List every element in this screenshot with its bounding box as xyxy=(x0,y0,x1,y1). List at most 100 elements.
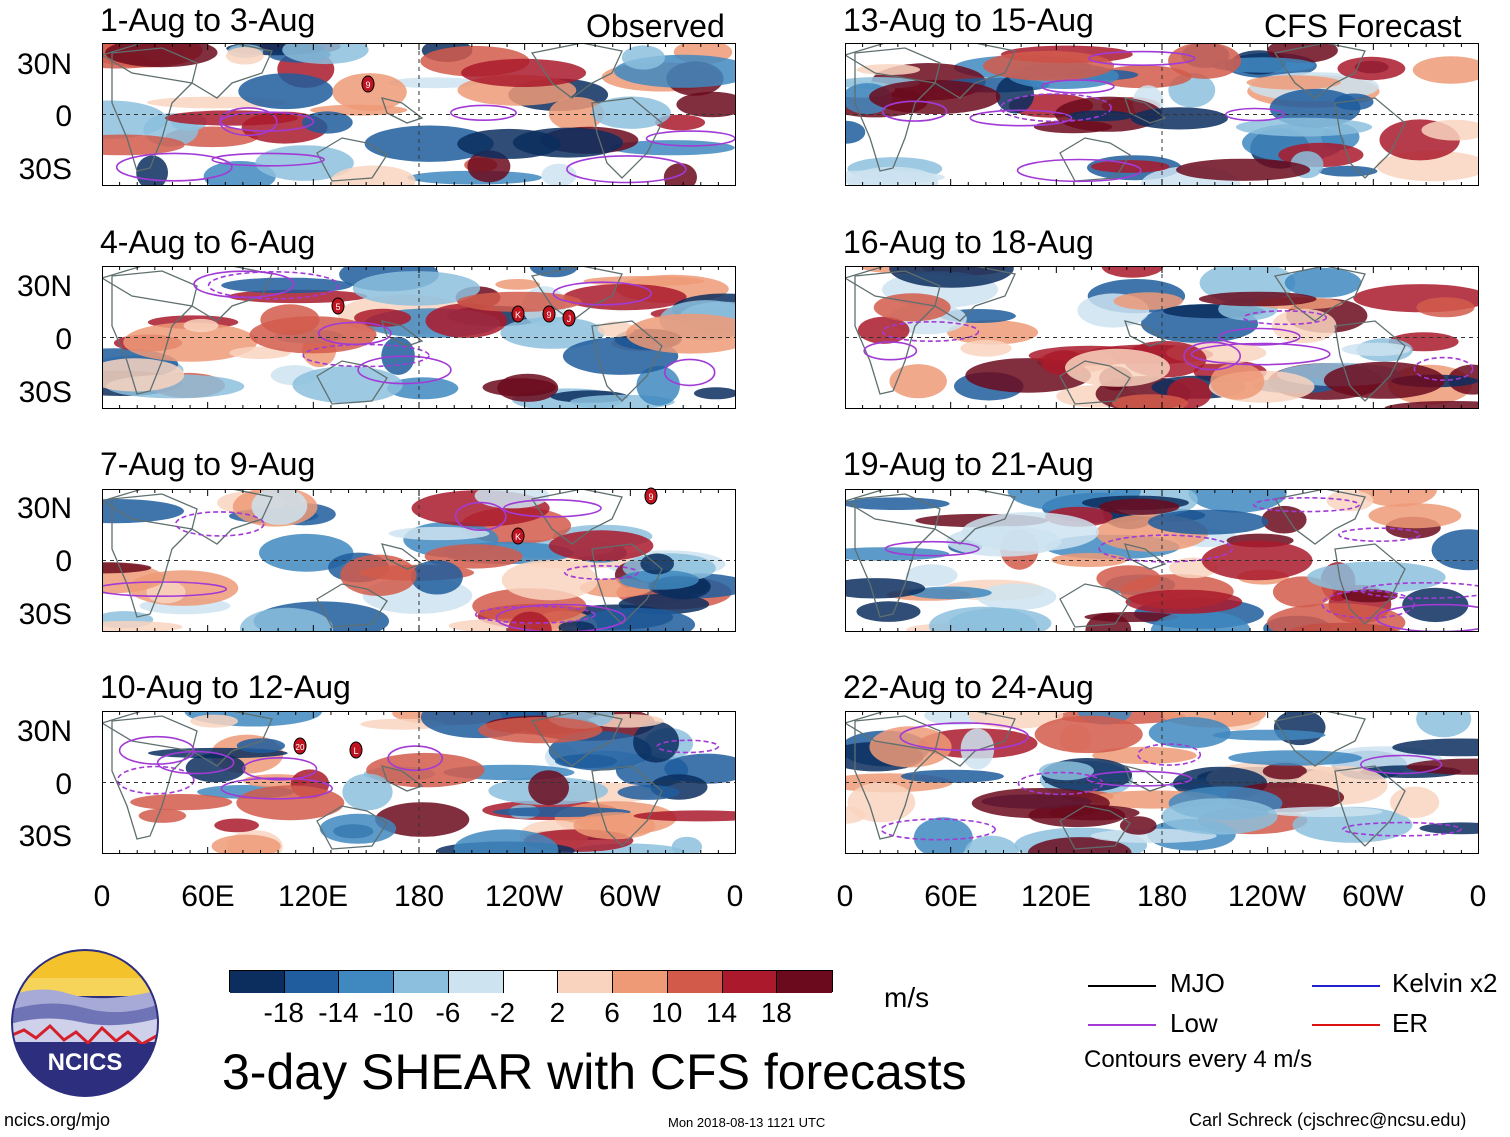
shear-anomaly-blob xyxy=(1337,56,1406,81)
low-frequency-contour xyxy=(1359,754,1443,775)
coastline xyxy=(111,47,198,172)
lat-label-30n: 30N xyxy=(16,48,72,81)
storm-marker: 9 xyxy=(541,304,557,329)
logo-text: NCICS xyxy=(48,1049,123,1076)
low-frequency-contour xyxy=(656,739,720,754)
shear-anomaly-blob xyxy=(1112,394,1189,409)
coastline xyxy=(845,489,1016,545)
colorbar-cell xyxy=(503,971,559,993)
shear-anomaly-blob xyxy=(1130,107,1228,130)
shear-anomaly-blob xyxy=(1148,717,1231,749)
main-title: 3-day SHEAR with CFS forecasts xyxy=(222,1044,967,1100)
shear-anomaly-blob xyxy=(960,340,1012,357)
shear-anomaly-blob xyxy=(190,714,238,728)
shear-map-fc-1 xyxy=(845,43,1479,186)
low-frequency-contour xyxy=(1016,158,1142,183)
storm-marker: K xyxy=(510,526,526,551)
shear-anomaly-blob xyxy=(548,530,654,562)
shear-anomaly-blob xyxy=(183,318,219,333)
low-frequency-contour xyxy=(1190,342,1331,366)
shear-map-obs-4 xyxy=(102,711,736,854)
coastline xyxy=(591,765,663,847)
panel-title-fc-2: 16-Aug to 18-Aug xyxy=(843,224,1094,260)
storm-marker-label: K xyxy=(515,310,521,320)
low-frequency-contour xyxy=(552,281,652,306)
shear-anomaly-blob xyxy=(342,773,393,811)
shear-anomaly-blob xyxy=(1421,119,1479,141)
panel-title-fc-4: 22-Aug to 24-Aug xyxy=(843,669,1094,705)
low-frequency-contour xyxy=(881,320,980,342)
lat-label-30s: 30S xyxy=(18,598,72,631)
low-frequency-contour xyxy=(242,756,318,781)
shear-anomaly-blob xyxy=(908,586,992,600)
legend-line-kelvin xyxy=(1312,985,1380,987)
shear-anomaly-blob xyxy=(1341,589,1398,603)
low-frequency-contour xyxy=(1338,527,1421,543)
shear-anomaly-blob xyxy=(236,738,285,754)
shear-anomaly-blob xyxy=(964,835,1019,854)
storm-marker: L xyxy=(348,740,364,765)
shear-anomaly-blob xyxy=(617,784,680,800)
low-frequency-contour xyxy=(1086,770,1193,787)
shear-anomaly-blob xyxy=(495,279,541,290)
footer-url-link[interactable]: ncics.org/mjo xyxy=(4,1110,111,1130)
low-frequency-contour xyxy=(1137,743,1202,766)
shear-anomaly-blob xyxy=(977,583,1057,611)
shear-anomaly-blob xyxy=(1267,43,1338,63)
shear-anomaly-blob xyxy=(123,322,258,362)
shear-anomaly-blob xyxy=(1198,291,1317,307)
footer-credit: Carl Schreck (cjschrec@ncsu.edu) xyxy=(1189,1110,1467,1130)
shear-anomaly-blob xyxy=(1334,93,1374,111)
panel-title-obs-3: 7-Aug to 9-Aug xyxy=(100,446,316,482)
coastline xyxy=(591,97,663,179)
shear-anomaly-blob xyxy=(482,378,557,397)
lat-label-eq: 0 xyxy=(55,545,72,578)
shear-anomaly-blob xyxy=(102,499,184,524)
lat-label-30n: 30N xyxy=(16,492,72,525)
low-frequency-contour xyxy=(1242,310,1328,326)
colorbar-unit: m/s xyxy=(884,982,930,1013)
shear-anomaly-blob xyxy=(102,562,152,574)
shear-anomaly-blob xyxy=(845,120,866,144)
shear-anomaly-blob xyxy=(1431,529,1479,571)
colorbar-cell xyxy=(722,971,778,993)
lat-label-eq: 0 xyxy=(55,100,72,133)
shear-anomaly-blob xyxy=(633,721,680,763)
shear-anomaly-blob xyxy=(1027,837,1132,854)
panel-title-obs-1: 1-Aug to 3-Aug xyxy=(100,2,316,38)
shear-anomaly-blob xyxy=(961,512,1099,552)
low-frequency-contour xyxy=(193,270,295,299)
coastline xyxy=(1124,765,1167,792)
shear-anomaly-blob xyxy=(240,607,334,632)
colorbar-cell xyxy=(667,971,723,993)
shear-anomaly-blob xyxy=(576,607,696,632)
shear-anomaly-blob xyxy=(1066,110,1134,122)
coastline xyxy=(854,493,941,618)
colorbar-cell xyxy=(558,971,614,993)
storm-marker-label: 9 xyxy=(648,492,653,502)
coastline xyxy=(102,711,273,767)
ncics-logo[interactable]: NCICS xyxy=(10,948,160,1103)
coastline xyxy=(102,43,273,99)
low-frequency-contour xyxy=(563,565,639,581)
shear-anomaly-blob xyxy=(259,533,354,572)
colorbar-tick-label: -14 xyxy=(318,997,359,1028)
shear-anomaly-blob xyxy=(211,834,281,854)
forecast-label: CFS Forecast xyxy=(1264,8,1462,44)
lat-label-30s: 30S xyxy=(18,153,72,186)
shear-map-obs-2 xyxy=(102,266,736,409)
lon-label: 120W xyxy=(484,880,564,913)
lat-label-eq: 0 xyxy=(55,323,72,356)
shear-anomaly-blob xyxy=(856,601,921,622)
shear-anomaly-blob xyxy=(541,163,577,186)
shear-anomaly-blob xyxy=(1368,503,1462,529)
lon-label: 60W xyxy=(599,880,661,913)
shear-anomaly-blob xyxy=(282,43,369,65)
low-frequency-contour xyxy=(1088,50,1196,66)
shear-map-fc-3 xyxy=(845,489,1479,632)
shear-anomaly-blob xyxy=(1176,158,1311,181)
shear-anomaly-blob xyxy=(375,802,470,837)
shear-anomaly-blob xyxy=(102,621,183,632)
coastline xyxy=(530,711,623,767)
shear-anomaly-blob xyxy=(609,140,735,156)
